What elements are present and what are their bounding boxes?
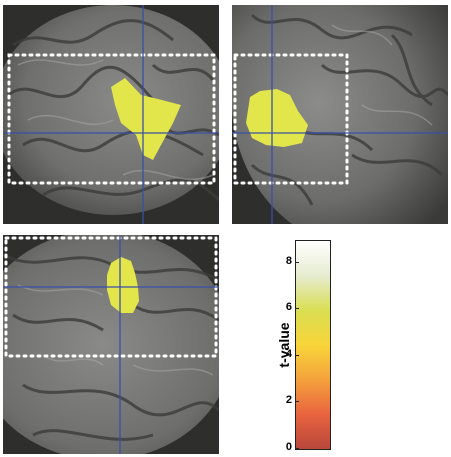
colorbar-tick-mark [295, 448, 299, 449]
t-value-colorbar [295, 240, 331, 450]
axial-slice-image [3, 235, 219, 454]
roi-box [233, 53, 349, 185]
colorbar-tick-label: 0 [285, 441, 292, 453]
colorbar-tick-label: 4 [285, 348, 292, 360]
colorbar-tick-label: 2 [285, 394, 292, 406]
sagittal-slice-image [3, 5, 219, 224]
colorbar-axis-label: t-value [276, 322, 292, 368]
activation-cluster [107, 257, 139, 313]
brain-tissue [3, 5, 219, 215]
coronal-slice-image [232, 5, 448, 224]
sagittal-slice-panel [3, 5, 219, 224]
axial-slice-panel [3, 235, 219, 454]
brain-tissue [232, 5, 448, 224]
colorbar-tick-label: 6 [285, 301, 292, 313]
colorbar-tick-mark [295, 401, 299, 402]
colorbar-tick-label: 8 [285, 255, 292, 267]
roi-box [4, 236, 218, 358]
activation-cluster [111, 78, 181, 160]
coronal-slice-panel [232, 5, 448, 224]
colorbar-tick-mark [295, 262, 299, 263]
colorbar-tick-mark [295, 308, 299, 309]
roi-box [7, 53, 216, 185]
colorbar-tick-mark [295, 355, 299, 356]
